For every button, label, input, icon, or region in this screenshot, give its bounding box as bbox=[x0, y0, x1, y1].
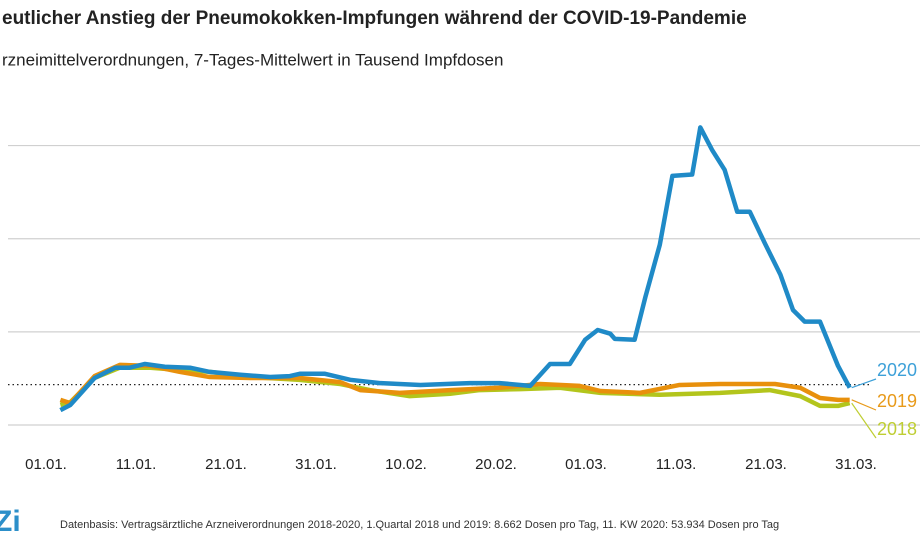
chart-title: eutlicher Anstieg der Pneumokokken-Impfu… bbox=[2, 8, 747, 29]
x-tick-label: 11.01. bbox=[116, 456, 157, 473]
series-line bbox=[59, 125, 852, 413]
x-tick-label: 01.01. bbox=[25, 456, 67, 473]
logo: Zi bbox=[0, 505, 21, 538]
label-leader bbox=[851, 402, 877, 439]
chart-subtitle: rzneimittelverordnungen, 7-Tages-Mittelw… bbox=[2, 50, 503, 69]
footnote: Datenbasis: Vertragsärztliche Arzneivero… bbox=[60, 519, 779, 531]
x-tick-label: 21.03. bbox=[745, 456, 787, 473]
series-label: 2019 bbox=[877, 391, 917, 411]
series-label: 2018 bbox=[877, 419, 917, 439]
x-tick-label: 01.03. bbox=[565, 456, 607, 473]
x-tick-label: 20.02. bbox=[475, 456, 517, 473]
x-tick-label: 31.01. bbox=[295, 456, 337, 473]
label-leader bbox=[851, 378, 877, 389]
x-tick-label: 11.03. bbox=[656, 456, 697, 473]
label-leader bbox=[851, 399, 877, 411]
x-tick-label: 21.01. bbox=[205, 456, 247, 473]
x-tick-label: 31.03. bbox=[835, 456, 877, 473]
x-tick-label: 10.02. bbox=[385, 456, 427, 473]
series-label: 2020 bbox=[877, 360, 917, 380]
